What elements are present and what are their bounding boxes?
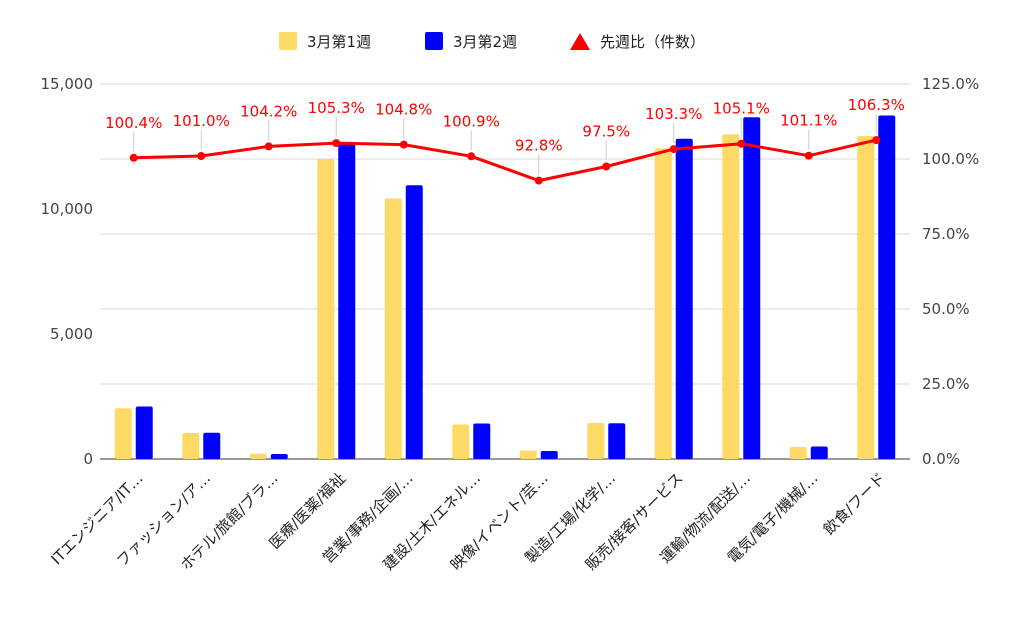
bar-week2 bbox=[608, 423, 626, 459]
ratio-point bbox=[197, 152, 206, 160]
left-tick-label: 15,000 bbox=[41, 75, 94, 93]
bar-week1 bbox=[519, 450, 537, 459]
ratio-data-label: 97.5% bbox=[582, 123, 630, 141]
ratio-data-label: 100.9% bbox=[443, 112, 500, 130]
ratio-data-label: 105.3% bbox=[308, 99, 365, 117]
legend-label-week2: 3月第2週 bbox=[453, 33, 517, 51]
ratio-data-label: 105.1% bbox=[713, 100, 770, 118]
ratio-data-label: 103.3% bbox=[645, 105, 702, 123]
ratio-line bbox=[133, 138, 877, 183]
right-tick-label: 25.0% bbox=[922, 375, 970, 393]
bar-week1 bbox=[249, 453, 267, 459]
bar-week2 bbox=[203, 432, 221, 459]
bar-week1 bbox=[384, 198, 402, 459]
bar-week2 bbox=[270, 454, 288, 459]
legend-swatch-week2 bbox=[425, 32, 443, 50]
ratio-data-label: 92.8% bbox=[515, 137, 563, 155]
bar-week1 bbox=[452, 424, 470, 459]
right-tick-label: 0.0% bbox=[922, 450, 960, 468]
ratio-point bbox=[129, 153, 138, 162]
ratio-data-label: 100.4% bbox=[105, 114, 162, 132]
ratio-point bbox=[872, 136, 881, 145]
ratio-data-label: 104.2% bbox=[240, 102, 297, 120]
right-tick-label: 50.0% bbox=[922, 300, 970, 318]
bar-week2 bbox=[405, 185, 423, 459]
legend-label-week1: 3月第1週 bbox=[307, 33, 371, 51]
legend: 3月第1週 3月第2週 先週比（件数） bbox=[279, 32, 705, 51]
ratio-line-series: 100.4% 101.0% 104.2% 105.3% 104.8% 100.9% 92.8… bbox=[105, 96, 905, 185]
gridlines bbox=[100, 83, 910, 460]
legend-triangle-ratio bbox=[570, 33, 590, 50]
ratio-point bbox=[399, 140, 408, 149]
bar-series bbox=[114, 115, 896, 459]
bar-week2 bbox=[675, 138, 693, 459]
ratio-point bbox=[737, 139, 746, 148]
ratio-point bbox=[804, 151, 813, 160]
bar-week2 bbox=[810, 446, 828, 459]
ratio-point bbox=[602, 162, 611, 171]
ratio-data-label: 104.8% bbox=[375, 101, 432, 119]
bar-week1 bbox=[587, 423, 605, 459]
left-tick-label: 10,000 bbox=[41, 200, 94, 218]
bar-week1 bbox=[789, 447, 807, 459]
category-labels: ITエンジニア/IT…ファッション/ア…ホテル/旅館/ブラ…医療/医薬/福祉営業… bbox=[47, 469, 889, 574]
ratio-point bbox=[264, 142, 273, 151]
bar-week1 bbox=[114, 408, 132, 459]
legend-swatch-week1 bbox=[279, 32, 297, 50]
ratio-point bbox=[669, 145, 678, 154]
ratio-point bbox=[332, 139, 341, 148]
legend-label-ratio: 先週比（件数） bbox=[600, 33, 705, 51]
left-axis-ticks: 0 5,000 10,000 15,000 bbox=[41, 75, 94, 468]
left-tick-label: 0 bbox=[83, 450, 93, 468]
ratio-data-label: 101.1% bbox=[780, 112, 837, 130]
right-tick-label: 75.0% bbox=[922, 225, 970, 243]
category-label: 飲食/フード bbox=[820, 469, 889, 538]
ratio-data-label: 106.3% bbox=[848, 96, 905, 114]
ratio-point bbox=[467, 152, 476, 161]
right-axis-ticks: 0.0% 25.0% 50.0% 75.0% 100.0% 125.0% bbox=[922, 75, 979, 468]
left-tick-label: 5,000 bbox=[50, 325, 93, 343]
bar-week2 bbox=[878, 115, 896, 459]
bar-week1 bbox=[182, 433, 200, 459]
bar-week2 bbox=[540, 451, 558, 459]
bar-week2 bbox=[338, 143, 356, 459]
bar-week1 bbox=[857, 136, 875, 459]
ratio-point bbox=[534, 176, 543, 185]
bar-week2 bbox=[473, 423, 491, 459]
bar-week1 bbox=[654, 148, 672, 459]
bar-week1 bbox=[722, 134, 740, 459]
right-tick-label: 125.0% bbox=[922, 75, 979, 93]
ratio-data-label: 101.0% bbox=[173, 112, 230, 130]
bar-week2 bbox=[135, 406, 153, 459]
bar-week1 bbox=[317, 159, 335, 459]
bar-week2 bbox=[743, 117, 761, 459]
right-tick-label: 100.0% bbox=[922, 150, 979, 168]
